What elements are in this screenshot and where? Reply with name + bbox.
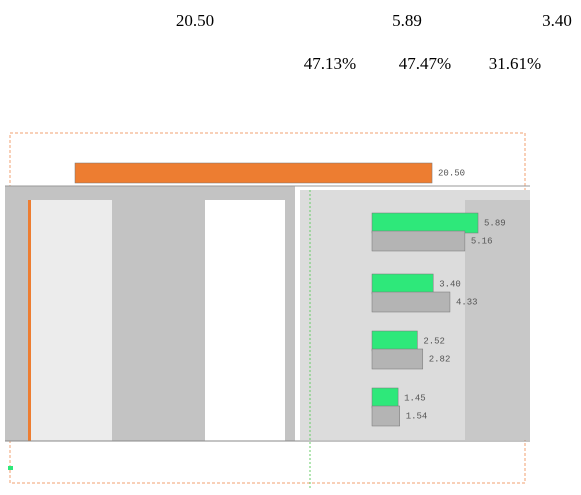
- value-label: 4.33: [456, 297, 478, 307]
- summary-value: 3.40: [542, 11, 572, 30]
- page: 20.50 5.89 3.40 47.13% 47.47% 31.61% 20.…: [0, 0, 581, 490]
- bar: [372, 349, 423, 369]
- panel: [205, 200, 285, 441]
- bar: [75, 163, 432, 183]
- summary-percent: 47.47%: [399, 54, 451, 73]
- stripe: [28, 200, 31, 441]
- value-label: 3.40: [439, 279, 461, 289]
- bar: [372, 388, 398, 408]
- summary-value: 5.89: [392, 11, 422, 30]
- bar: [372, 331, 417, 351]
- legend-swatch: [8, 466, 13, 470]
- document: 20.50 5.89 3.40 47.13% 47.47% 31.61% 20.…: [0, 0, 581, 490]
- bar: [372, 406, 400, 426]
- bar: [372, 274, 433, 294]
- bar: [372, 231, 465, 251]
- value-label: 2.52: [423, 336, 445, 346]
- value-label: 5.89: [484, 218, 506, 228]
- summary-percent: 31.61%: [489, 54, 541, 73]
- value-label: 1.45: [404, 393, 426, 403]
- value-label: 5.16: [471, 236, 493, 246]
- bar: [372, 213, 478, 233]
- value-label: 20.50: [438, 168, 465, 178]
- bar: [372, 292, 450, 312]
- summary-percent: 47.13%: [304, 54, 356, 73]
- value-label: 2.82: [429, 354, 451, 364]
- summary-value: 20.50: [176, 11, 214, 30]
- panel: [30, 200, 112, 441]
- value-label: 1.54: [406, 411, 428, 421]
